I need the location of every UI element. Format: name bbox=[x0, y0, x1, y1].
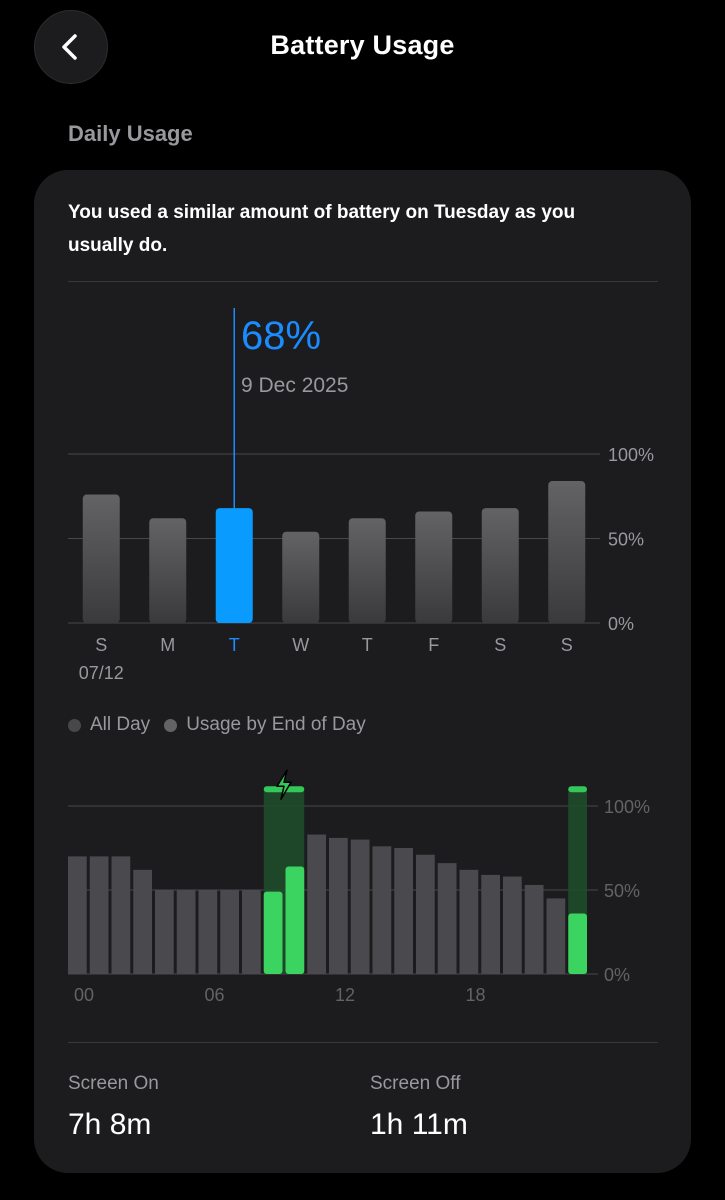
hour-bar-21 bbox=[524, 884, 544, 974]
day-bar-2 bbox=[215, 508, 253, 623]
day-label-3: W bbox=[292, 635, 309, 655]
hour-bar-11 bbox=[307, 834, 326, 974]
hour-bar-17 bbox=[437, 863, 457, 974]
y-tick-label: 100% bbox=[608, 445, 654, 465]
screen-off-label: Screen Off bbox=[370, 1073, 461, 1094]
hour-bar-15 bbox=[394, 848, 413, 974]
hour-bar-1 bbox=[89, 856, 109, 974]
legend-label-end-of-day: Usage by End of Day bbox=[186, 714, 366, 735]
hour-bar-8 bbox=[242, 890, 261, 974]
day-bar-4 bbox=[348, 518, 386, 623]
screen-on-label: Screen On bbox=[68, 1073, 159, 1094]
legend-dot-all-day bbox=[68, 718, 81, 732]
charging-band-cap-1 bbox=[568, 786, 587, 793]
day-label-5: F bbox=[428, 635, 439, 655]
day-label-2: T bbox=[229, 635, 240, 655]
hour-bar-4 bbox=[155, 890, 174, 974]
legend-label-all-day: All Day bbox=[90, 714, 151, 735]
hour-bar-12 bbox=[329, 837, 348, 974]
usage-summary: You used a similar amount of battery on … bbox=[68, 202, 576, 256]
day-bar-1 bbox=[149, 518, 187, 623]
day-label-7: S bbox=[561, 635, 573, 655]
hour-tick-label-2: 12 bbox=[335, 985, 355, 1005]
screen-off-value: 1h 11m bbox=[370, 1108, 468, 1141]
y-tick-label: 0% bbox=[608, 614, 634, 634]
hour-tick-label-1: 06 bbox=[205, 985, 225, 1005]
legend-item-end-of-day: Usage by End of Day bbox=[164, 714, 366, 736]
hour-bar-7 bbox=[220, 890, 239, 974]
hour-bar-13 bbox=[350, 839, 370, 974]
usage-card bbox=[34, 170, 691, 1173]
day-bar-5 bbox=[415, 511, 453, 623]
day-bar-7 bbox=[548, 481, 586, 623]
day-label-6: S bbox=[494, 635, 506, 655]
chevron-left-icon bbox=[62, 34, 77, 60]
hour-bar-3 bbox=[133, 869, 152, 974]
hour-bar-18 bbox=[459, 869, 479, 974]
hour-bar-22 bbox=[546, 898, 566, 974]
legend-dot-end-of-day bbox=[164, 718, 178, 732]
day-label-1: M bbox=[160, 635, 175, 655]
hour-tick-label-0: 00 bbox=[74, 985, 94, 1005]
hour-bar-19 bbox=[481, 874, 500, 974]
day-label-4: T bbox=[362, 635, 373, 655]
daily-usage-chart[interactable]: 100% 50% 0% S 07/12 M T W T F S S bbox=[0, 0, 725, 700]
hour-bar-20 bbox=[503, 876, 522, 974]
hour-bar-23 bbox=[568, 913, 587, 974]
page-title: Battery Usage bbox=[270, 30, 455, 60]
hour-bar-2 bbox=[111, 856, 131, 974]
hourly-usage-chart[interactable]: 100% 50% 0% 00 06 12 18 bbox=[0, 0, 725, 1020]
hour-bar-16 bbox=[416, 854, 435, 974]
hourly-y-tick-label: 100% bbox=[604, 797, 650, 817]
y-tick-label: 50% bbox=[608, 530, 644, 550]
screen-on-value: 7h 8m bbox=[68, 1108, 152, 1141]
back-button[interactable] bbox=[34, 10, 108, 84]
day-bar-6 bbox=[481, 508, 519, 623]
hourly-y-tick-label: 50% bbox=[604, 881, 640, 901]
divider-bottom bbox=[68, 1042, 658, 1043]
selected-date: 9 Dec 2025 bbox=[241, 374, 349, 397]
day-sublabel-first: 07/12 bbox=[79, 663, 124, 683]
bolt-icon bbox=[276, 769, 292, 800]
selected-value: 68% bbox=[241, 314, 322, 358]
day-bar-3 bbox=[282, 531, 320, 623]
hour-bar-14 bbox=[372, 846, 392, 974]
hourly-y-tick-label: 0% bbox=[604, 965, 630, 985]
hour-bar-6 bbox=[198, 890, 218, 974]
hour-bar-10 bbox=[285, 866, 305, 974]
hour-bar-5 bbox=[176, 890, 196, 974]
hour-bar-0 bbox=[68, 856, 87, 974]
hour-tick-label-3: 18 bbox=[466, 985, 486, 1005]
day-label-0: S bbox=[95, 635, 107, 655]
divider-top bbox=[68, 281, 658, 282]
chart-legend: All Day Usage by End of Day bbox=[68, 714, 380, 736]
hour-bar-9 bbox=[263, 891, 283, 974]
day-bar-0 bbox=[82, 494, 120, 623]
section-header-daily-usage: Daily Usage bbox=[68, 121, 193, 146]
legend-item-all-day: All Day bbox=[68, 714, 150, 736]
